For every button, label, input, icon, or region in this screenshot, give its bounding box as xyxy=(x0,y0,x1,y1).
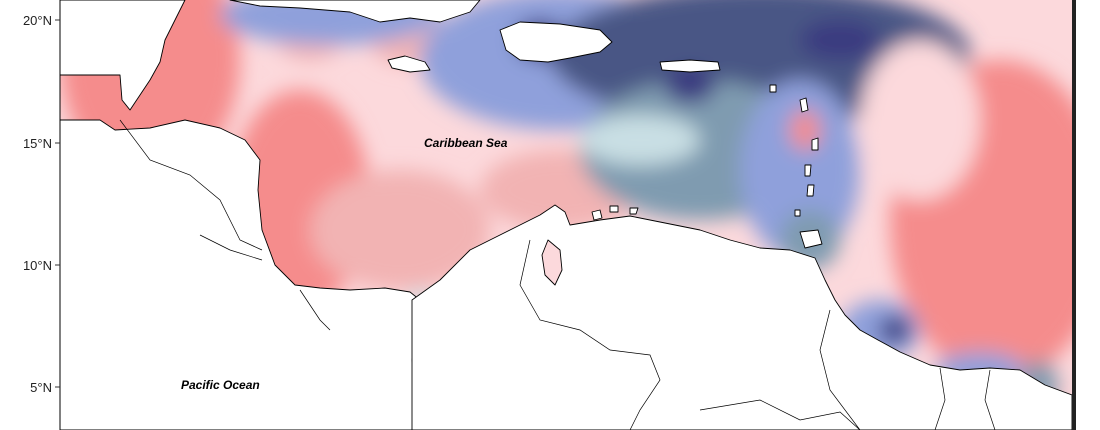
y-tick-label-15: 15°N xyxy=(23,136,52,151)
indigo-core-4 xyxy=(879,316,911,344)
right-frame-edge xyxy=(1072,0,1076,430)
y-tick-label-20: 20°N xyxy=(23,13,52,28)
blue-pale-band xyxy=(580,115,700,165)
blue-region-islands xyxy=(740,80,860,260)
red-region-mid xyxy=(310,170,490,290)
border-6 xyxy=(819,309,861,430)
plot-panel: Caribbean Sea Pacific Ocean xyxy=(60,0,1072,430)
red-region-atlantic-light xyxy=(860,40,980,200)
land-hispaniola xyxy=(499,21,613,63)
border-8 xyxy=(984,369,996,430)
indigo-core-2 xyxy=(665,67,715,103)
border-3 xyxy=(299,289,331,331)
land-abc-islands xyxy=(591,205,639,221)
label-pacific-ocean: Pacific Ocean xyxy=(181,378,260,392)
land-puerto-rico xyxy=(659,59,721,73)
border-5 xyxy=(699,399,861,430)
land-jamaica xyxy=(387,55,431,73)
y-tick-label-5: 5°N xyxy=(30,380,52,395)
y-tick-label-10: 10°N xyxy=(23,258,52,273)
land-lesser-antilles xyxy=(769,84,819,217)
border-4 xyxy=(519,239,661,430)
label-caribbean-sea: Caribbean Sea xyxy=(424,136,508,150)
land-trinidad xyxy=(799,229,823,249)
land-masses xyxy=(60,0,1072,430)
land-south-america xyxy=(411,204,1072,430)
border-1 xyxy=(119,119,263,251)
border-2 xyxy=(199,234,263,261)
border-7 xyxy=(934,367,946,430)
indigo-core-3 xyxy=(800,20,880,60)
land-cuba xyxy=(229,0,481,23)
y-axis: 20°N 15°N 10°N 5°N xyxy=(23,13,60,395)
lake-maracaibo xyxy=(541,239,563,286)
country-borders xyxy=(119,119,996,430)
